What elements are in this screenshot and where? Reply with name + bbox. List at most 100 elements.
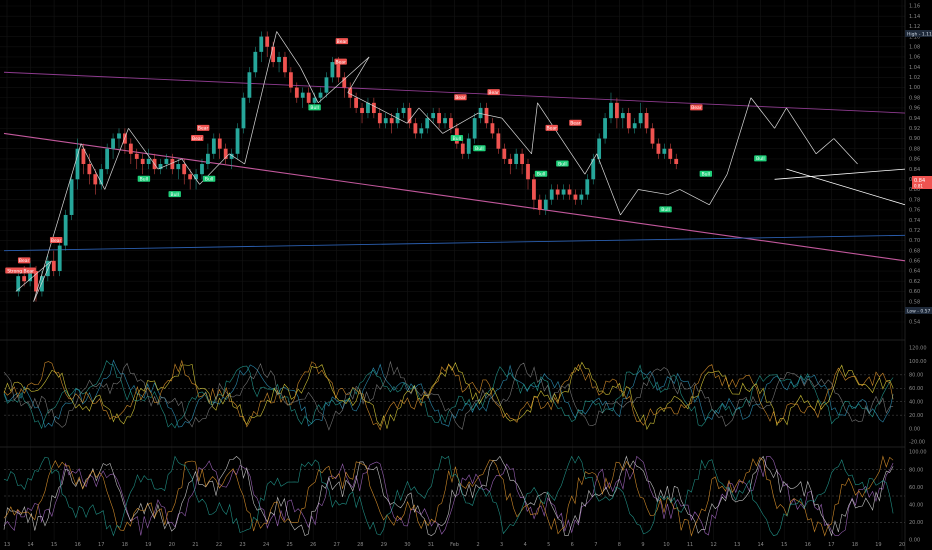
time-tick-label: 9 [641, 542, 644, 548]
time-tick-label: 26 [310, 542, 316, 548]
candle-body [656, 143, 661, 154]
candle-body [75, 148, 80, 180]
time-tick-label: 16 [74, 542, 80, 548]
candle-body [294, 87, 299, 98]
zigzag-segment [300, 67, 319, 103]
bull-tag: Bull [754, 155, 767, 162]
tag-text: Bear [546, 126, 557, 132]
candle-body [200, 164, 204, 175]
candle-body [490, 123, 495, 134]
tag-box [454, 94, 467, 101]
price-tick-label: 1.00 [909, 85, 920, 91]
blue-trend-line [3, 234, 906, 252]
tag-box [137, 175, 151, 182]
time-tick-label: 17 [828, 542, 834, 548]
tag-box [569, 119, 582, 126]
tag-text: Bull [140, 177, 148, 183]
time-tick-label: 4 [524, 542, 527, 548]
price-tick-label: 0.64 [909, 269, 920, 275]
candle-body [626, 113, 631, 129]
axis-labels: High - 1.11 Low - 0.57 0.84 0.81 [905, 30, 932, 315]
candle-body [259, 36, 264, 52]
candle-body [508, 158, 513, 164]
price-tick-label: 0.74 [909, 218, 920, 224]
candle-body [206, 153, 210, 164]
candle-body [188, 174, 193, 180]
time-tick-label: 12 [710, 542, 716, 548]
candle-body [146, 158, 151, 164]
candle-body [579, 194, 584, 200]
candle-body [514, 153, 519, 164]
time-tick-label: 3 [500, 542, 503, 548]
price-tick-label: 1.16 [909, 4, 920, 10]
osc-tick-label: 40.00 [909, 503, 923, 509]
osc-series-line [3, 455, 894, 537]
zigzag-segment [679, 189, 710, 206]
candle-body [668, 148, 673, 159]
time-tick-label: 10 [663, 542, 669, 548]
price-tick-label: 0.60 [909, 289, 920, 295]
candle-body [217, 138, 222, 149]
candle-body [383, 118, 388, 124]
osc-tick-label: -20.00 [909, 440, 925, 446]
bull-tag: Bull [659, 206, 672, 213]
candle-body [63, 214, 68, 246]
zigzag-segment [584, 153, 598, 175]
svg-text:0.81: 0.81 [914, 184, 923, 189]
time-tick-label: 30 [404, 542, 410, 548]
tag-box [335, 38, 349, 45]
zigzag-segment [596, 153, 621, 216]
bear-tag: Strong Bear [5, 267, 36, 274]
candle-body [342, 77, 347, 88]
zigzag-segment [833, 138, 858, 165]
candle-body [306, 92, 311, 103]
price-tick-label: 1.04 [909, 65, 920, 71]
bull-tag: Bull [168, 191, 181, 198]
candle-body [460, 143, 465, 154]
osc-series-line [3, 359, 894, 429]
candle-body [585, 179, 590, 195]
time-tick-label: 6 [571, 542, 574, 548]
candle-body [16, 276, 21, 292]
candles [16, 31, 679, 302]
osc-tick-label: 100.00 [909, 450, 927, 456]
candle-body [289, 72, 293, 88]
candle-body [425, 118, 430, 129]
tag-text: Bull [170, 192, 178, 198]
price-panel: Strong Bear Bear Bear Bull Bull Bear Bear Bull B… [3, 31, 906, 302]
tag-box [487, 89, 500, 96]
bear-tag: Bear [335, 38, 349, 45]
candle-body [223, 148, 228, 159]
candle-body [401, 107, 406, 114]
candle-body [117, 133, 121, 139]
candle-body [134, 153, 139, 159]
candle-body [105, 148, 110, 170]
candle-body [182, 164, 187, 175]
candle-body [537, 199, 542, 210]
tag-text: Bull [756, 156, 764, 162]
time-tick-label: 29 [381, 542, 387, 548]
candle-body [366, 102, 370, 114]
osc-tick-label: 100.00 [909, 359, 927, 365]
osc-series-line [3, 360, 894, 431]
svg-text:High - 1.11: High - 1.11 [907, 32, 932, 38]
tag-text: Bear [337, 39, 348, 45]
zigzag-segment [33, 143, 82, 302]
osc-tick-label: 40.00 [909, 399, 923, 405]
candle-body [271, 46, 276, 63]
tag-text: Bear [335, 59, 346, 65]
candle-body [265, 36, 270, 47]
osc-series-line [3, 361, 894, 431]
candle-body [34, 271, 38, 292]
tag-text: Bear [198, 126, 209, 132]
candle-body [241, 97, 246, 129]
price-tick-label: 0.70 [909, 238, 920, 244]
time-tick-label: 18 [122, 542, 128, 548]
price-tick-label: 0.68 [909, 248, 920, 254]
bear-tag: Bear [196, 124, 210, 132]
candle-body [449, 118, 453, 129]
time-axis[interactable]: 13 14 15 16 17 18 19 20 21 22 23 24 25 26 27 28 29 30 31 Fe… [4, 542, 905, 548]
osc-tick-label: 80.00 [909, 373, 923, 379]
tag-box [202, 175, 216, 182]
